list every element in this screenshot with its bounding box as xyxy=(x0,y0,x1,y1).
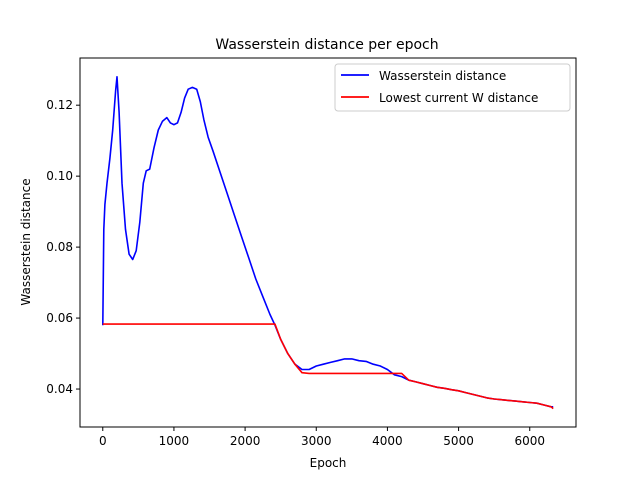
plot-frame xyxy=(79,57,577,428)
x-tick-label: 3000 xyxy=(301,434,332,448)
x-tick-label: 2000 xyxy=(230,434,261,448)
x-tick-label: 5000 xyxy=(443,434,474,448)
x-axis-label: Epoch xyxy=(310,456,347,470)
legend-box xyxy=(334,63,571,112)
x-tick-label: 4000 xyxy=(372,434,403,448)
x-tick-label: 6000 xyxy=(514,434,545,448)
y-tick-label: 0.04 xyxy=(46,382,73,396)
x-tick-label: 0 xyxy=(99,434,107,448)
chart-title: Wasserstein distance per epoch xyxy=(215,37,438,53)
y-tick-label: 0.12 xyxy=(46,98,73,112)
y-axis: 0.04 0.06 0.08 0.10 0.12 xyxy=(46,98,80,396)
x-tick-label: 1000 xyxy=(159,434,190,448)
y-tick-label: 0.10 xyxy=(46,169,73,183)
legend: Wasserstein distance Lowest current W di… xyxy=(334,63,571,112)
legend-label-wasserstein: Wasserstein distance xyxy=(379,69,506,83)
series-line-1 xyxy=(102,323,554,410)
x-axis: 0 1000 2000 3000 4000 5000 6000 xyxy=(99,427,545,448)
y-axis-label: Wasserstein distance xyxy=(19,178,33,305)
plot-area xyxy=(79,57,577,428)
series-layer xyxy=(102,76,554,410)
legend-label-lowest: Lowest current W distance xyxy=(379,91,538,105)
series-line-0 xyxy=(102,76,554,408)
y-tick-label: 0.08 xyxy=(46,240,73,254)
y-tick-label: 0.06 xyxy=(46,311,73,325)
